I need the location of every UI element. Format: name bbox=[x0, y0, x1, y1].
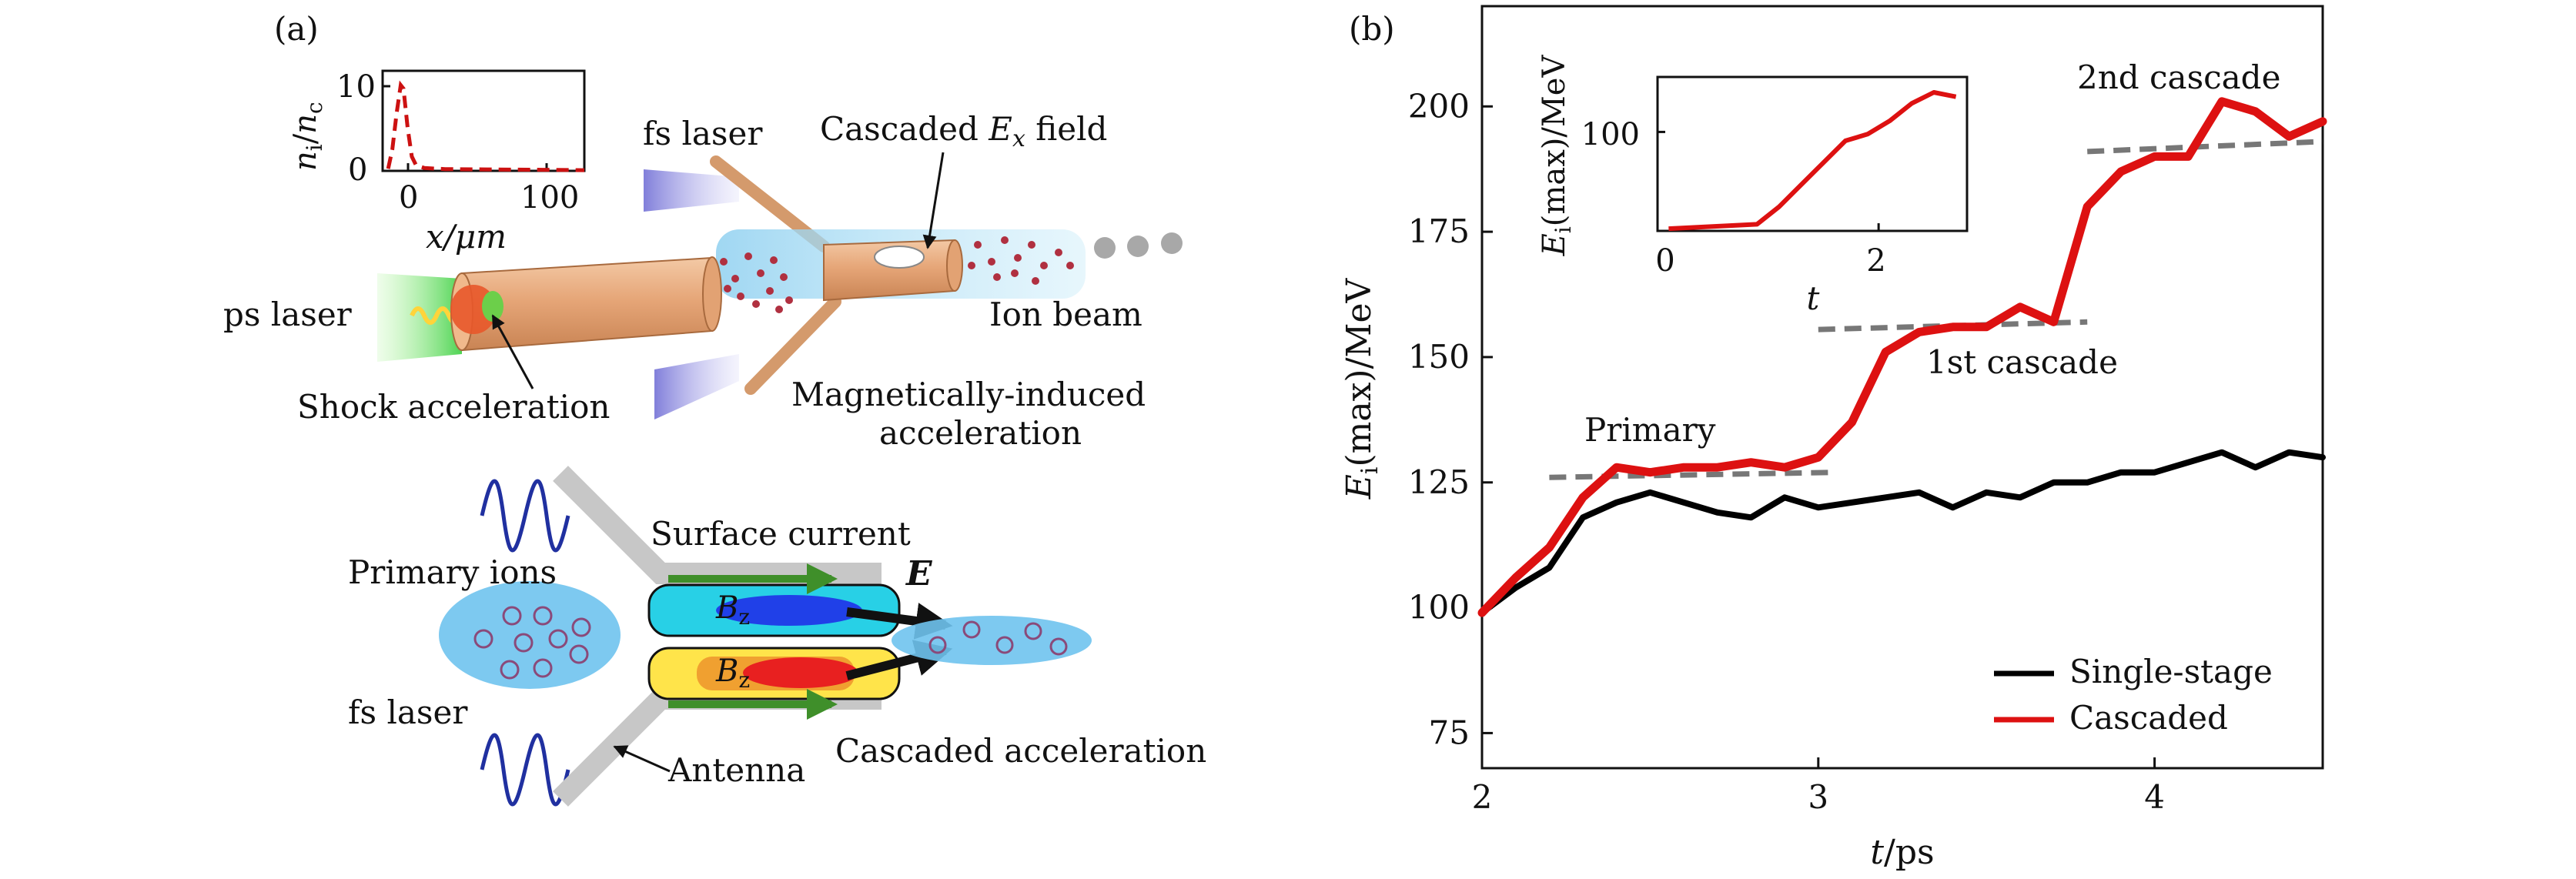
antenna-pointer bbox=[613, 745, 671, 773]
inset-xtick-0: 0 bbox=[1655, 243, 1674, 279]
main-ytick-label: 100 bbox=[1408, 589, 1470, 627]
primary-ions bbox=[473, 606, 591, 680]
shock-pointer bbox=[491, 314, 534, 389]
density-xtick-zero: 0 bbox=[399, 180, 418, 216]
ion-cluster-2 bbox=[968, 236, 1074, 285]
density-ytick-top: 10 bbox=[336, 69, 376, 105]
label-ps-laser: ps laser bbox=[223, 296, 353, 333]
primary-ions-cloud bbox=[439, 581, 621, 689]
main-chart: 2 3 4 75 100 125 150 175 200 t/ps Ei(max)/MeV bbox=[1340, 5, 2327, 872]
legend-single-label: Single-stage bbox=[2069, 653, 2273, 690]
density-xlabel: x/μm bbox=[426, 218, 507, 256]
series-cascaded bbox=[1477, 97, 2327, 617]
panel-a-label: (a) bbox=[274, 10, 319, 48]
annotation-primary: Primary bbox=[1584, 411, 1716, 449]
density-inset-frame bbox=[381, 69, 586, 172]
main-plot-frame bbox=[1480, 5, 2324, 770]
main-ytick-label: 125 bbox=[1408, 463, 1470, 501]
fs-laser-beam-bottom bbox=[654, 354, 739, 419]
label-cascaded-field: Cascaded Ex field bbox=[820, 110, 1107, 154]
annotation-second-cascade: 2nd cascade bbox=[2077, 58, 2280, 96]
label-surface-current: Surface current bbox=[651, 515, 911, 553]
density-ytick-zero: 0 bbox=[348, 152, 367, 188]
label-bz-top: Bz bbox=[715, 590, 750, 630]
label-fs-laser-top: fs laser bbox=[643, 115, 763, 152]
inset-xtick-2: 2 bbox=[1866, 243, 1885, 279]
cascaded-ions bbox=[928, 620, 1068, 656]
inset-series-line bbox=[1668, 90, 1957, 232]
inset-ticks bbox=[1656, 130, 1880, 231]
panel-b: (b) 2 3 4 75 100 125 150 175 200 t/ps Ei(max)/Me… bbox=[1340, 5, 2327, 872]
inset-series bbox=[1668, 90, 1957, 232]
panel-b-label: (b) bbox=[1349, 10, 1395, 48]
main-series bbox=[1477, 97, 2327, 617]
label-shock: Shock acceleration bbox=[297, 388, 610, 426]
label-e-field: E bbox=[905, 554, 933, 593]
fs-laser-beam-top bbox=[644, 169, 739, 212]
main-xtick-label: 3 bbox=[1808, 778, 1828, 816]
energy-inset: 100 0 2 t Ei(max)/MeV bbox=[1537, 55, 1969, 317]
cascaded-schematic: fs laser Cascaded Ex field ps laser Ion … bbox=[223, 110, 1183, 452]
label-bz-bottom: Bz bbox=[715, 653, 750, 693]
label-magnetic-2: acceleration bbox=[879, 414, 1082, 452]
density-xtick-100: 100 bbox=[520, 180, 579, 216]
density-inset: 10 0 0 100 x/μm ni/nc bbox=[288, 69, 586, 256]
field-pointer bbox=[922, 152, 945, 249]
ps-laser-beam bbox=[377, 273, 462, 362]
legend-cascaded-label: Cascaded bbox=[2069, 699, 2228, 737]
panel-a: (a) 10 0 0 100 x/μm ni/nc bbox=[223, 10, 1206, 807]
reference-line-2nd-cascade bbox=[2087, 139, 2323, 155]
density-curve bbox=[386, 80, 585, 172]
main-ytick-label: 75 bbox=[1429, 714, 1470, 751]
far-dots bbox=[1094, 232, 1183, 259]
label-magnetic-1: Magnetically-induced bbox=[791, 376, 1146, 413]
inset-ylabel: Ei(max)/MeV bbox=[1537, 55, 1576, 257]
label-primary-ions: Primary ions bbox=[348, 553, 557, 591]
series-single-stage bbox=[1479, 449, 2326, 617]
inset-ytick-100: 100 bbox=[1581, 117, 1640, 152]
label-ion-beam: Ion beam bbox=[989, 296, 1142, 333]
bz-region-top-core bbox=[716, 595, 862, 626]
label-cascaded-acceleration: Cascaded acceleration bbox=[835, 732, 1206, 770]
bz-region-bottom-core bbox=[743, 657, 858, 688]
annotation-first-cascade: 1st cascade bbox=[1926, 343, 2118, 381]
main-ytick-label: 175 bbox=[1408, 212, 1470, 250]
main-ytick-label: 200 bbox=[1408, 87, 1470, 125]
label-antenna: Antenna bbox=[667, 751, 805, 789]
legend: Single-stage Cascaded bbox=[1994, 653, 2273, 737]
label-fs-laser-bottom: fs laser bbox=[348, 694, 468, 731]
main-xlabel: t/ps bbox=[1870, 833, 1934, 872]
main-xtick-label: 4 bbox=[2144, 778, 2165, 816]
fs-laser-wave-top bbox=[480, 479, 570, 553]
main-ytick-label: 150 bbox=[1408, 338, 1470, 376]
main-ylabel: Ei(max)/MeV bbox=[1340, 278, 1383, 500]
density-ylabel: ni/nc bbox=[288, 102, 327, 171]
reference-line-primary bbox=[1549, 470, 1835, 480]
ion-cluster-1 bbox=[720, 252, 793, 313]
inset-xlabel: t bbox=[1807, 279, 1820, 317]
antenna-rod-bottom bbox=[744, 296, 841, 395]
antenna-schematic: Surface current Primary ions E Bz Bz fs … bbox=[348, 466, 1206, 807]
main-xtick-label: 2 bbox=[1472, 778, 1493, 816]
fs-laser-wave-bottom bbox=[480, 733, 570, 807]
